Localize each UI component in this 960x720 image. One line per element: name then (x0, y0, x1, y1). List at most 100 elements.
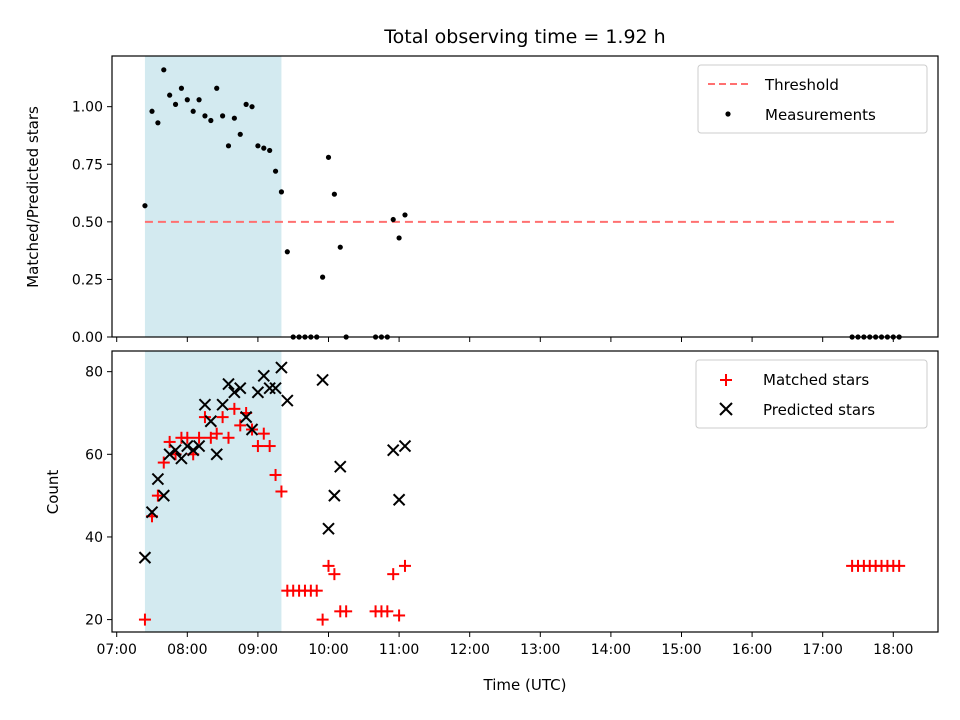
measurements-point-22 (272, 168, 279, 174)
matched-stars-point-22 (269, 468, 282, 481)
bottom-legend: Matched stars Predicted stars (695, 359, 928, 429)
matched-stars-point-9 (193, 431, 206, 444)
top-y-tick-label-1: 0.25 (72, 272, 103, 288)
predicted-stars-point-3 (157, 489, 170, 502)
predicted-stars-point-5 (169, 443, 182, 457)
predicted-stars-point-28 (334, 460, 347, 473)
x-tick-label-7: 14:00 (591, 642, 631, 658)
predicted-stars-point-18 (245, 423, 259, 436)
top-y-tick-label-2: 0.50 (72, 215, 103, 231)
bottom-y-tick-label-0: 20 (85, 613, 103, 629)
matched-stars-point-29 (310, 584, 323, 597)
x-tick-label-2: 09:00 (238, 642, 278, 658)
predicted-stars-point-6 (175, 452, 188, 465)
measurements-point-24 (284, 249, 290, 255)
matched-stars-point-7 (181, 431, 194, 444)
x-tick-label-5: 12:00 (450, 642, 490, 658)
measurements-point-5 (172, 101, 179, 107)
measurements-point-11 (208, 117, 214, 124)
measurements-point-20 (261, 145, 267, 151)
measurements-point-9 (196, 97, 202, 103)
measurements-point-13 (220, 113, 226, 119)
top-y-tick-label-4: 1.00 (72, 100, 103, 116)
bottom-y-axis-label: Count (44, 470, 62, 515)
matched-stars-point-15 (228, 402, 241, 415)
matched-stars-point-32 (328, 568, 341, 581)
bottom-y-tick-label-2: 60 (85, 447, 103, 463)
predicted-stars-point-13 (216, 398, 229, 411)
measurements-point-38 (390, 216, 396, 223)
predicted-stars-point-17 (239, 410, 253, 424)
x-tick-label-10: 17:00 (803, 642, 843, 658)
x-axis-label: Time (UTC) (483, 676, 567, 694)
matched-stars-point-34 (340, 605, 353, 618)
x-tick-label-9: 16:00 (732, 642, 772, 658)
predicted-stars-point-7 (181, 439, 194, 453)
measurements-point-6 (178, 85, 185, 91)
matched-stars-point-2 (151, 489, 164, 502)
measurements-point-21 (267, 147, 273, 154)
measurements-point-8 (190, 108, 196, 114)
predicted-stars-point-11 (204, 415, 218, 428)
predicted-legend-label: Predicted stars (763, 401, 875, 419)
measurements-point-16 (237, 131, 243, 137)
measurements-point-15 (231, 115, 237, 121)
measurements-point-39 (396, 235, 402, 241)
bottom-axis-ticks: 07:00 08:00 09:00 10:00 11:00 12:00 13:00 14:00… (85, 365, 913, 658)
matched-stars-point-38 (387, 568, 400, 581)
bottom-y-tick-label-3: 80 (85, 365, 103, 381)
matched-stars-point-10 (198, 411, 211, 424)
predicted-stars-point-29 (387, 443, 400, 457)
predicted-stars-point-27 (328, 489, 341, 502)
measurements-point-1 (149, 108, 155, 114)
predicted-stars-point-14 (222, 377, 235, 391)
top-legend: Threshold Measurements (697, 64, 928, 134)
predicted-stars-point-19 (251, 386, 265, 399)
x-tick-label-0: 07:00 (97, 642, 137, 658)
predicted-stars-point-25 (316, 373, 329, 387)
measurements-legend-label: Measurements (765, 106, 876, 124)
measurements-point-33 (337, 244, 343, 250)
predicted-stars-point-12 (210, 448, 223, 461)
matched-stars-point-21 (263, 440, 276, 453)
predicted-stars-point-9 (192, 439, 206, 453)
matched-stars-point-37 (381, 605, 394, 618)
matched-legend-label: Matched stars (763, 371, 869, 389)
bottom-y-tick-label-1: 40 (85, 530, 103, 546)
measurements-point-14 (225, 143, 232, 149)
matched-stars-point-4 (163, 435, 176, 448)
top-y-axis-label: Matched/Predicted stars (24, 106, 42, 288)
predicted-stars-point-31 (398, 439, 412, 453)
predicted-stars-point-1 (145, 505, 159, 519)
measurements-point-23 (278, 189, 285, 195)
bottom-panel: 07:00 08:00 09:00 10:00 11:00 12:00 13:00 14:00… (44, 350, 939, 694)
predicted-stars-point-20 (257, 369, 270, 383)
matched-stars-point-13 (216, 411, 229, 424)
measurements-point-3 (161, 67, 167, 73)
predicted-stars-point-8 (186, 443, 200, 457)
top-legend-box (697, 64, 928, 134)
top-panel-shaded-span (144, 56, 282, 337)
measurements-point-10 (202, 113, 208, 119)
x-tick-label-8: 15:00 (661, 642, 701, 658)
matched-stars-point-31 (322, 559, 335, 572)
top-axis-ticks: 0.00 0.25 0.50 0.75 1.00 (72, 100, 894, 346)
matched-stars-point-23 (275, 485, 288, 498)
matched-stars-point-39 (393, 609, 406, 622)
predicted-stars-point-4 (163, 448, 176, 461)
predicted-stars-point-24 (281, 394, 294, 407)
matched-legend-marker (720, 374, 732, 386)
measurements-point-12 (214, 85, 220, 91)
predicted-stars-point-16 (234, 381, 247, 395)
measurements-point-4 (167, 92, 173, 98)
matched-stars-point-20 (257, 427, 270, 440)
matched-stars-point-19 (251, 440, 264, 453)
measurements-point-40 (402, 212, 408, 218)
predicted-stars-point-26 (322, 522, 335, 535)
measurements-point-17 (243, 101, 249, 107)
measurements-point-2 (155, 120, 161, 126)
x-tick-label-1: 08:00 (167, 642, 207, 658)
matched-stars-point-12 (210, 427, 223, 440)
top-panel-frame (111, 55, 939, 338)
